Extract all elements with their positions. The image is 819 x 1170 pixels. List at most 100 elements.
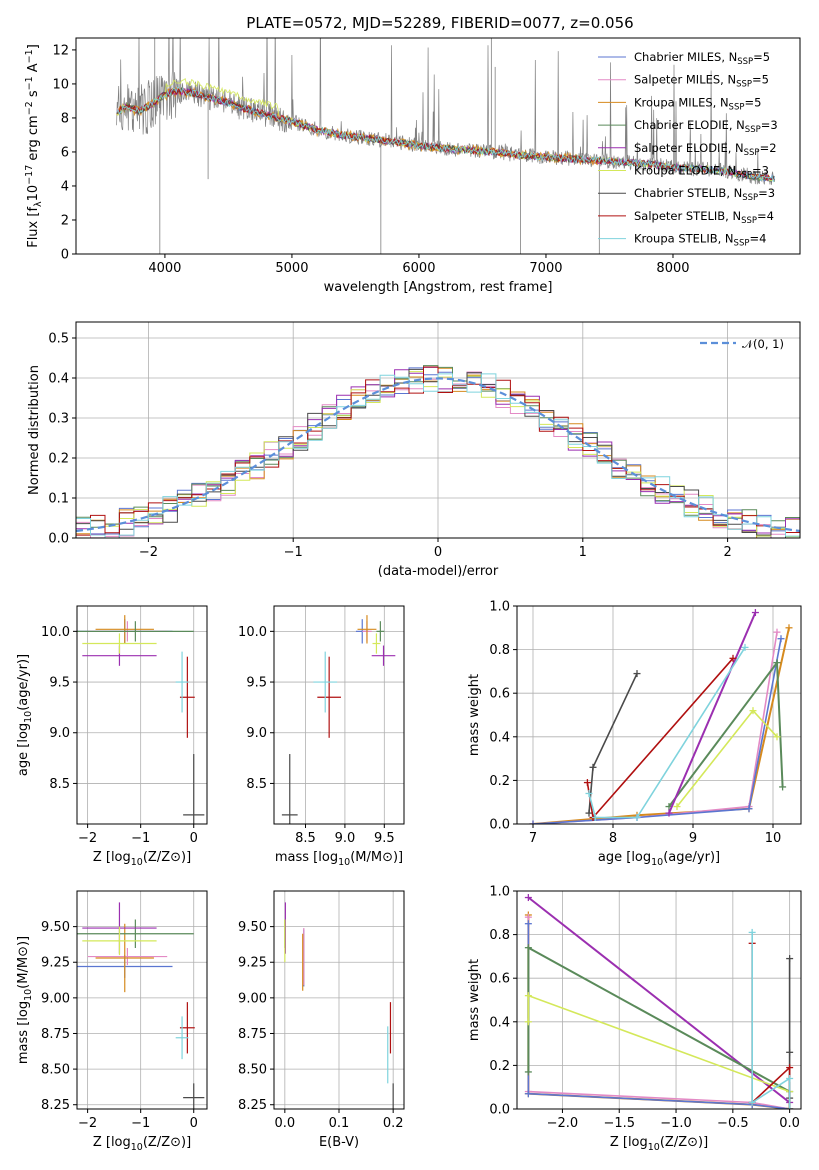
x-axis-label: mass [log10(M/M⊙)] <box>275 850 403 868</box>
y-tick-label: 9.5 <box>49 676 70 691</box>
y-tick-label: 8.5 <box>246 777 267 792</box>
marker-salpeter-miles <box>773 628 781 636</box>
y-tick-label: 10.0 <box>238 625 267 640</box>
series-chabrier-elodie <box>527 946 791 1109</box>
x-tick-label: 0.0 <box>274 1116 295 1131</box>
marker-kroupa-stelib <box>786 1074 794 1082</box>
marker-chabrier-miles <box>524 920 532 928</box>
y-tick-label: 12 <box>52 43 69 58</box>
y-tick-label: 0.3 <box>48 412 69 427</box>
plot-area <box>529 609 793 824</box>
y-tick-label: 9.50 <box>238 920 267 935</box>
y-tick-label: 0.1 <box>48 492 69 507</box>
x-tick-label: −2 <box>78 831 97 846</box>
y-tick-label: 8.75 <box>238 1027 267 1042</box>
legend-label: Salpeter STELIB, NSSP=4 <box>634 209 774 226</box>
legend-label: Chabrier STELIB, NSSP=3 <box>634 186 775 203</box>
x-tick-label: 2 <box>723 545 731 560</box>
y-tick-label: 0.8 <box>489 643 510 658</box>
legend-label: Kroupa STELIB, NSSP=4 <box>634 232 766 249</box>
marker-chabrier-miles <box>529 820 537 824</box>
x-tick-label: −1.5 <box>603 1116 635 1131</box>
panel-spectrum: 4000 5000 6000 7000 8000 0 2 4 6 8 10 12 wavelength … <box>24 37 801 295</box>
y-tick-label: 9.00 <box>238 991 267 1006</box>
figure-title: PLATE=0572, MJD=52289, FIBERID=0077, z=0… <box>246 14 633 32</box>
y-tick-label: 9.25 <box>238 956 267 971</box>
y-tick-label: 0.4 <box>489 1015 510 1030</box>
y-tick-label: 0.6 <box>489 972 510 987</box>
marker-kroupa-stelib <box>591 813 599 821</box>
y-tick-label: 9.0 <box>246 726 267 741</box>
hist-kroupa-stelib <box>76 373 800 538</box>
y-tick-label: 0.4 <box>48 372 69 387</box>
x-tick-label: 4000 <box>148 261 181 276</box>
x-tick-label: 7 <box>529 831 537 846</box>
y-axis-label: mass weight <box>467 959 482 1041</box>
marker-chabrier-stelib <box>585 809 593 817</box>
marker-chabrier-elodie <box>773 659 781 667</box>
marker-salpeter-elodie <box>751 609 759 617</box>
y-axis-label: age [log10(age/yr)] <box>16 654 34 776</box>
x-tick-label: 9.5 <box>374 831 395 846</box>
y-tick-label: 1.0 <box>489 885 510 900</box>
series-kroupa-stelib <box>588 646 746 819</box>
marker-chabrier-stelib <box>786 955 794 963</box>
y-tick-label: 9.50 <box>41 920 70 935</box>
x-tick-label: 0 <box>190 1116 198 1131</box>
marker-kroupa-stelib <box>748 1098 756 1106</box>
marker-chabrier-miles <box>745 805 753 813</box>
y-tick-label: 2 <box>61 213 69 228</box>
x-tick-label: 0.1 <box>329 1116 350 1131</box>
series-chabrier-miles <box>532 638 782 824</box>
series-salpeter-miles <box>527 917 790 1109</box>
y-tick-label: 10.0 <box>41 625 70 640</box>
y-tick-label: 8 <box>61 111 69 126</box>
x-tick-label: 6000 <box>402 261 435 276</box>
marker-chabrier-stelib <box>589 763 597 771</box>
x-axis-label: wavelength [Angstrom, rest frame] <box>324 280 553 295</box>
series-kroupa-stelib <box>751 932 791 1109</box>
axes-frame <box>76 890 208 1110</box>
marker-kroupa-elodie <box>524 1018 532 1026</box>
y-tick-label: 9.00 <box>41 991 70 1006</box>
legend-label: Chabrier MILES, NSSP=5 <box>634 50 770 67</box>
y-tick-label: 0.4 <box>489 730 510 745</box>
y-tick-label: 0.0 <box>489 1103 510 1118</box>
y-tick-label: 0.0 <box>489 818 510 833</box>
x-tick-label: 0 <box>190 831 198 846</box>
marker-kroupa-stelib <box>741 643 749 651</box>
panel-age-vs-Z: −2 −1 0 8.5 9.0 9.5 10.0 Z [log10(Z/Z⊙)] age [lo… <box>16 605 208 868</box>
y-tick-label: 6 <box>61 145 69 160</box>
x-axis-label: (data-model)/error <box>378 564 499 579</box>
plot-area <box>284 902 394 1109</box>
x-tick-label: −2.0 <box>547 1116 579 1131</box>
marker-chabrier-elodie <box>779 783 787 791</box>
panel-residuals: −2 −1 0 1 2 0.0 0.1 0.2 0.3 0.4 0.5 (data-model)/er… <box>27 321 801 579</box>
y-tick-label: 0.2 <box>489 1059 510 1074</box>
y-tick-label: 8.25 <box>238 1098 267 1113</box>
marker-chabrier-miles <box>777 635 785 643</box>
series-salpeter-elodie <box>527 896 791 1104</box>
y-axis-label: mass [log10(M/M⊙)] <box>16 936 34 1064</box>
x-tick-label: −2 <box>139 545 158 560</box>
axes-frame <box>516 890 802 1110</box>
legend-label: Kroupa MILES, NSSP=5 <box>634 95 761 112</box>
marker-chabrier-elodie <box>524 1068 532 1076</box>
plot-area <box>116 38 776 254</box>
x-tick-label: 8.5 <box>295 831 316 846</box>
x-axis-label: age [log10(age/yr)] <box>598 850 720 868</box>
legend-label: 𝒩(0, 1) <box>742 337 784 351</box>
y-axis-label: mass weight <box>467 674 482 756</box>
marker-kroupa-stelib <box>748 928 756 936</box>
legend-label: Salpeter MILES, NSSP=5 <box>634 73 769 90</box>
x-axis-label: Z [log10(Z/Z⊙)] <box>93 1135 191 1153</box>
axes-frame <box>516 605 802 825</box>
series-salpeter-stelib <box>751 943 791 1109</box>
panel-mass-vs-Z: −2 −1 0 8.25 8.50 8.75 9.00 9.25 9.50 Z [log10(Z/… <box>16 890 208 1153</box>
y-tick-label: 9.0 <box>49 726 70 741</box>
x-tick-label: 0.2 <box>383 1116 404 1131</box>
x-axis-label: E(B-V) <box>319 1135 359 1150</box>
marker-kroupa-elodie <box>749 707 757 715</box>
x-tick-label: 9.0 <box>335 831 356 846</box>
